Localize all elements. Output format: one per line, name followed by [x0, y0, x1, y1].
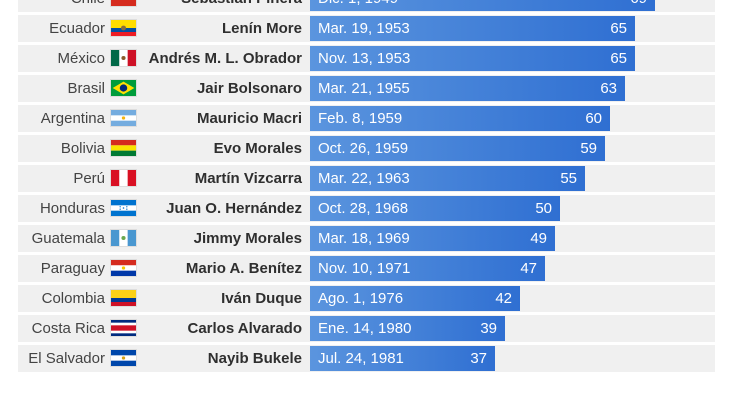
age-value-label: 65: [610, 20, 627, 37]
age-bar: Mar. 22, 1963 55: [310, 166, 585, 191]
chart-row-ecuador: Ecuador Lenín More Mar. 19, 1953 65: [18, 15, 715, 42]
age-bar: Ene. 14, 1980 39: [310, 316, 505, 341]
president-name: Mario A. Benítez: [185, 260, 302, 277]
president-name: Martín Vizcarra: [194, 170, 302, 187]
birth-date-label: Mar. 21, 1955: [318, 80, 410, 97]
chile-flag-icon: [111, 0, 136, 6]
birth-date-label: Dic. 1, 1949: [318, 0, 398, 11]
country-label: Perú: [73, 170, 105, 187]
age-bar: Mar. 21, 1955 63: [310, 76, 625, 101]
age-value-label: 69: [630, 0, 647, 11]
birth-date-label: Oct. 28, 1968: [318, 200, 409, 217]
age-bar: Jul. 24, 1981 37: [310, 346, 495, 371]
argentina-flag-icon: [111, 110, 136, 126]
country-label: Paraguay: [40, 260, 105, 277]
age-value-label: 39: [480, 320, 497, 337]
president-name: Carlos Alvarado: [187, 320, 303, 337]
bolivia-flag-icon: [111, 140, 136, 156]
costa-rica-flag-icon: [111, 320, 136, 336]
age-value-label: 47: [520, 260, 537, 277]
age-bar: Nov. 10, 1971 47: [310, 256, 545, 281]
country-label: Ecuador: [49, 20, 105, 37]
mexico-flag-icon: [111, 50, 136, 66]
age-bar: Nov. 13, 1953 65: [310, 46, 635, 71]
brazil-flag-icon: [111, 80, 136, 96]
birth-date-label: Oct. 26, 1959: [318, 140, 409, 157]
colombia-flag-icon: [111, 290, 136, 306]
age-bar: Mar. 19, 1953 65: [310, 16, 635, 41]
age-value-label: 42: [495, 290, 512, 307]
country-label: Brasil: [67, 80, 105, 97]
birth-date-label: Jul. 24, 1981: [318, 350, 404, 367]
peru-flag-icon: [111, 170, 136, 186]
birth-date-label: Mar. 18, 1969: [318, 230, 410, 247]
country-label: Bolivia: [60, 140, 105, 157]
age-bar: Ago. 1, 1976 42: [310, 286, 520, 311]
age-value-label: 60: [585, 110, 602, 127]
birth-date-label: Mar. 19, 1953: [318, 20, 410, 37]
president-name: Jair Bolsonaro: [196, 80, 302, 97]
president-name: Mauricio Macri: [196, 110, 302, 127]
chart-row-el-salvador: El Salvador Nayib Bukele Jul. 24, 1981 37: [18, 345, 715, 372]
age-value-label: 49: [530, 230, 547, 247]
country-label: Honduras: [39, 200, 105, 217]
chart-row-bolivia: Bolivia Evo Morales Oct. 26, 1959 59: [18, 135, 715, 162]
country-label: México: [57, 50, 105, 67]
birth-date-label: Feb. 8, 1959: [318, 110, 403, 127]
birth-date-label: Nov. 10, 1971: [318, 260, 411, 277]
president-name: Nayib Bukele: [207, 350, 302, 367]
country-label: El Salvador: [28, 350, 105, 367]
birth-date-label: Ene. 14, 1980: [318, 320, 412, 337]
age-bar: Dic. 1, 1949 69: [310, 0, 655, 11]
president-name: Juan O. Hernández: [166, 200, 302, 217]
age-value-label: 63: [600, 80, 617, 97]
chart-row-chile: Chile Sebastián Piñera Dic. 1, 1949 69: [18, 0, 715, 12]
chart-row-argentina: Argentina Mauricio Macri Feb. 8, 1959 60: [18, 105, 715, 132]
chart-row-brasil: Brasil Jair Bolsonaro Mar. 21, 1955 63: [18, 75, 715, 102]
birth-date-label: Ago. 1, 1976: [318, 290, 404, 307]
chart-row-peru: Perú Martín Vizcarra Mar. 22, 1963 55: [18, 165, 715, 192]
el-salvador-flag-icon: [111, 350, 136, 366]
chart-row-honduras: Honduras Juan O. Hernández Oct. 28, 1968 50: [18, 195, 715, 222]
president-name: Andrés M. L. Obrador: [148, 50, 302, 67]
president-name: Iván Duque: [221, 290, 302, 307]
birth-date-label: Mar. 22, 1963: [318, 170, 410, 187]
chart-row-mexico: México Andrés M. L. Obrador Nov. 13, 1953 6…: [18, 45, 715, 72]
president-name: Jimmy Morales: [193, 230, 302, 247]
age-value-label: 37: [470, 350, 487, 367]
paraguay-flag-icon: [111, 260, 136, 276]
country-label: Colombia: [41, 290, 105, 307]
country-label: Argentina: [40, 110, 105, 127]
birth-date-label: Nov. 13, 1953: [318, 50, 411, 67]
honduras-flag-icon: [111, 200, 136, 216]
age-bar: Oct. 26, 1959 59: [310, 136, 605, 161]
age-value-label: 65: [610, 50, 627, 67]
guatemala-flag-icon: [111, 230, 136, 246]
age-value-label: 59: [580, 140, 597, 157]
country-label: Costa Rica: [31, 320, 105, 337]
age-value-label: 55: [560, 170, 577, 187]
age-bar: Oct. 28, 1968 50: [310, 196, 560, 221]
president-name: Evo Morales: [213, 140, 302, 157]
age-bar: Feb. 8, 1959 60: [310, 106, 610, 131]
country-label: Guatemala: [31, 230, 105, 247]
age-value-label: 50: [535, 200, 552, 217]
president-name: Lenín More: [221, 20, 302, 37]
chart-row-guatemala: Guatemala Jimmy Morales Mar. 18, 1969 49: [18, 225, 715, 252]
country-label: Chile: [18, 0, 105, 12]
president-name: Sebastián Piñera: [138, 0, 302, 12]
ecuador-flag-icon: [111, 20, 136, 36]
chart-row-costa-rica: Costa Rica Carlos Alvarado Ene. 14, 1980 39: [18, 315, 715, 342]
chart-row-colombia: Colombia Iván Duque Ago. 1, 1976 42: [18, 285, 715, 312]
age-bar: Mar. 18, 1969 49: [310, 226, 555, 251]
chart-row-paraguay: Paraguay Mario A. Benítez Nov. 10, 1971 47: [18, 255, 715, 282]
